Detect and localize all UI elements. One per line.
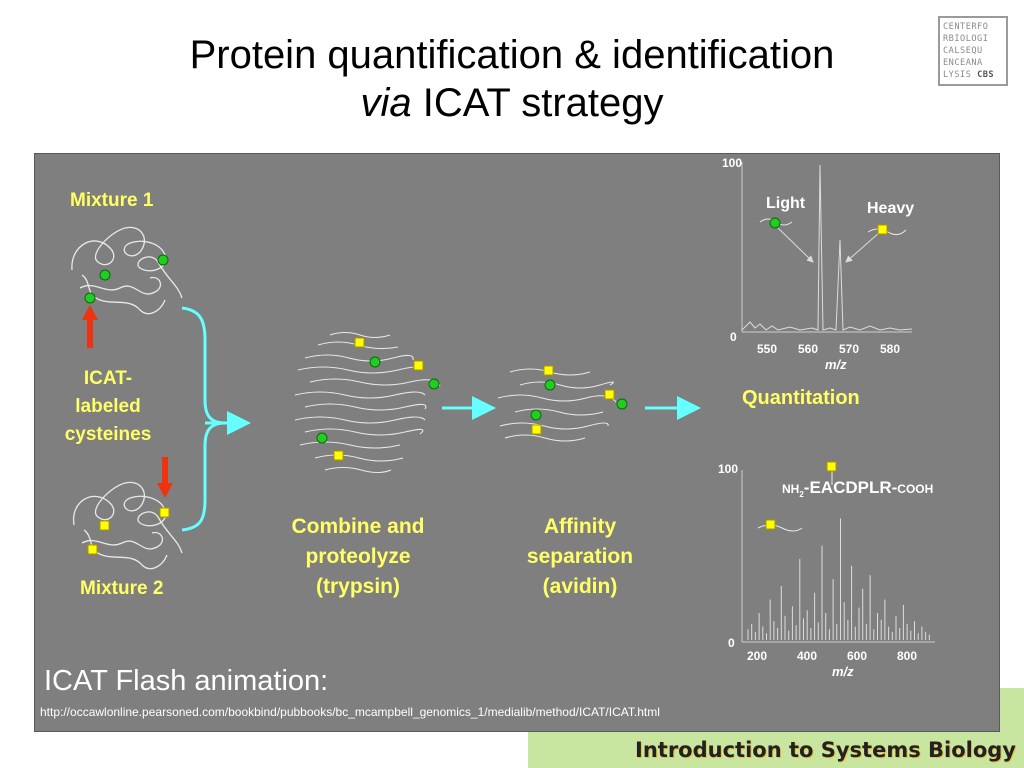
combine-proteolyze-label: Combine and proteolyze (trypsin): [291, 515, 425, 598]
light-tag-dot: [616, 398, 628, 410]
mixture2-protein: [73, 481, 183, 570]
heavy-tag-cube: [159, 507, 170, 518]
ms1-xtick: 560: [798, 342, 819, 356]
cbs-logo: CENTERFO RBIOLOGI CALSEQU ENCEANA LYSIS …: [938, 16, 1008, 86]
heavy-tag-cube: [531, 424, 542, 435]
ms2-xtick: 600: [847, 649, 868, 663]
ms2-xtick: 400: [797, 649, 818, 663]
logo-tag: CBS: [977, 70, 995, 80]
ms2-xlabel: m/z: [832, 664, 854, 679]
peptide-sequence: NH2-EACDPLR-COOH: [782, 478, 934, 500]
logo-line-1: CENTERFO: [943, 22, 989, 32]
slide-title-line1: Protein quantification & identification: [189, 33, 835, 77]
light-tag-dot: [369, 356, 381, 368]
heavy-tag-cube: [354, 337, 365, 348]
ms1-ymax: 100: [722, 156, 743, 170]
heavy-tag-cube: [87, 544, 98, 555]
ms2-ymin: 0: [728, 636, 735, 650]
light-tag-dot: [769, 217, 781, 229]
logo-line-2: RBIOLOGI: [943, 34, 989, 44]
logo-line-5: LYSIS CBS: [943, 70, 995, 80]
ms2-xtick: 800: [897, 649, 918, 663]
mixture2-label: Mixture 2: [80, 578, 164, 599]
heavy-label: Heavy: [867, 200, 915, 217]
heavy-tag-cube: [333, 450, 344, 461]
ms1-xlabel: m/z: [825, 357, 847, 372]
icat-diagram-panel: [34, 153, 1000, 732]
logo-line-3: CALSEQU: [943, 46, 983, 56]
light-tag-dot: [428, 378, 440, 390]
red-arrow-up: [82, 305, 98, 348]
combine-bracket: [181, 306, 226, 532]
light-tag-dot: [99, 269, 111, 281]
affinity-peptides: [497, 368, 617, 442]
light-tag-dot: [84, 292, 96, 304]
logo-line-4: ENCEANA: [943, 58, 983, 68]
heavy-tag-cube: [99, 520, 110, 531]
ms1-xtick: 550: [757, 342, 778, 356]
peptide-cluster: [294, 331, 441, 474]
slide-title-line2: via ICAT strategy: [0, 80, 1024, 126]
heavy-tag-cube: [604, 389, 615, 400]
light-tag-dot: [530, 409, 542, 421]
heavy-tag-cube: [543, 365, 554, 376]
heavy-tag-cube: [826, 461, 837, 472]
heavy-tag-cube: [765, 519, 776, 530]
ms2-spectrum: [741, 461, 935, 643]
red-arrow-down: [157, 457, 173, 498]
mixture1-label: Mixture 1: [70, 190, 154, 211]
light-tag-dot: [316, 432, 328, 444]
heavy-tag-cube: [413, 360, 424, 371]
light-tag-dot: [157, 254, 169, 266]
light-tag-dot: [544, 379, 556, 391]
heavy-tag-cube: [877, 224, 888, 235]
affinity-separation-label: Affinity separation (avidin): [526, 515, 634, 598]
ms1-ymin: 0: [730, 330, 737, 344]
icat-animation-link[interactable]: http://occawlonline.pearsoned.com/bookbi…: [40, 705, 660, 719]
title-via: via: [360, 81, 412, 125]
ms2-xtick: 200: [747, 649, 768, 663]
ms2-ymax: 100: [718, 462, 739, 476]
flash-animation-title: ICAT Flash animation:: [44, 665, 329, 697]
ms2-peaks: [747, 518, 930, 640]
ms1-xtick: 570: [839, 342, 860, 356]
course-title: Introduction to Systems Biology: [635, 738, 1016, 762]
icat-labeled-cysteines-label: ICAT-labeled cysteines: [64, 368, 152, 445]
quantitation-label: Quantitation: [742, 387, 860, 409]
mixture1-protein: [71, 226, 183, 315]
title-icat-strategy: ICAT strategy: [411, 81, 664, 125]
ms1-xtick: 580: [880, 342, 901, 356]
light-label: Light: [766, 195, 806, 212]
ms1-spectrum: [741, 162, 913, 333]
